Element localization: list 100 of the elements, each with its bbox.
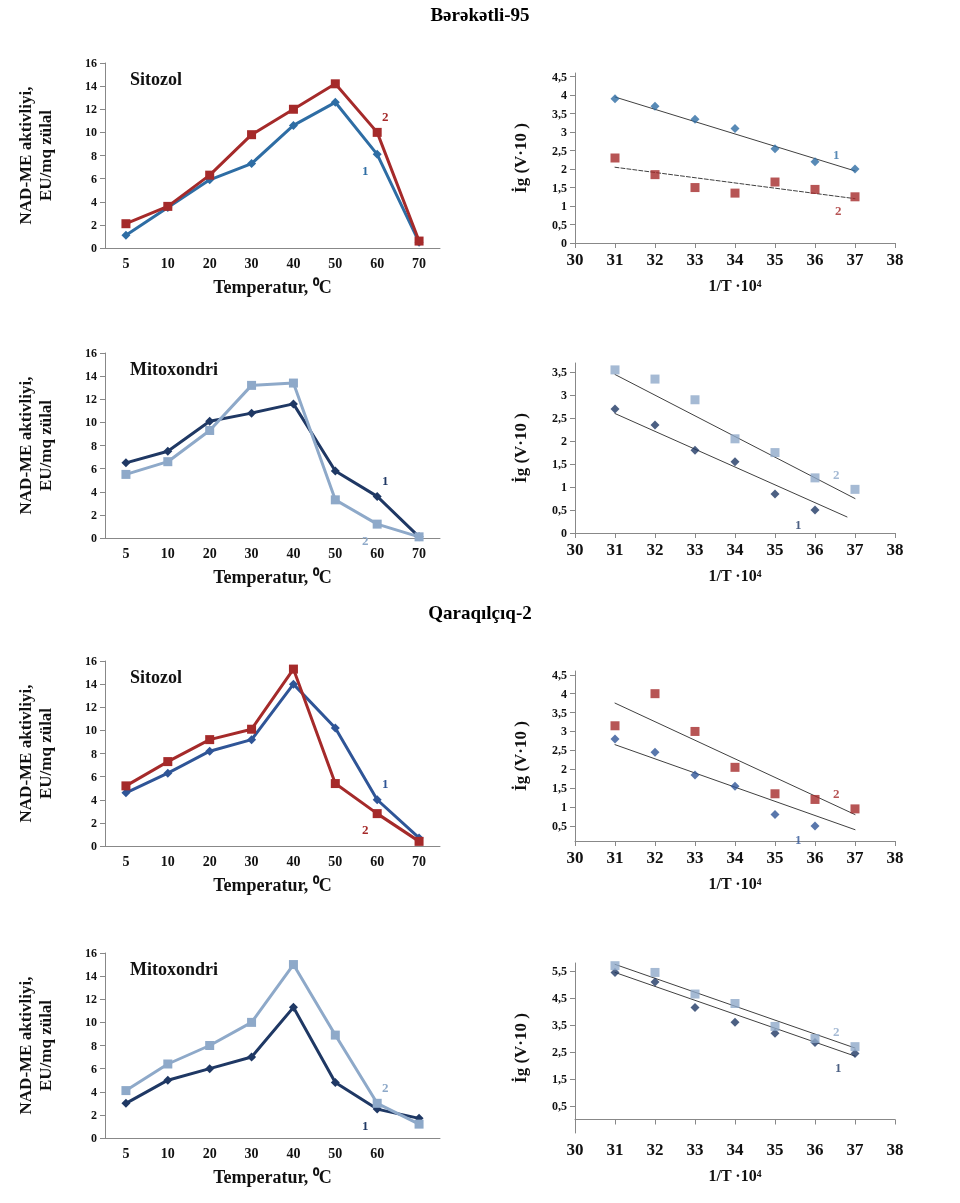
chart-subtitle: Sitozol (130, 69, 182, 89)
y-tick-label: 6 (91, 1061, 97, 1076)
y-tick-label: 4 (561, 686, 567, 701)
y-tick-label: 10 (85, 1015, 97, 1030)
x-tick-label: 38 (886, 250, 904, 269)
series-label: 2 (381, 108, 389, 124)
y-tick-label: 3,5 (552, 106, 567, 121)
y-tick-label: 10 (85, 415, 97, 430)
x-tick-label: 40 (286, 255, 301, 271)
x-tick-label: 34 (726, 848, 744, 867)
chart-subtitle: Sitozol (130, 667, 182, 687)
y-tick-label: 3,5 (552, 705, 567, 720)
series-label: 2 (833, 1024, 840, 1040)
y-tick-label: 0 (91, 1131, 97, 1145)
y-tick-label: 4 (561, 88, 567, 103)
y-tick-label: 6 (91, 769, 97, 784)
x-tick-label: 30 (566, 540, 584, 559)
x-tick-label: 10 (160, 1145, 175, 1161)
y-tick-label: 4 (91, 1084, 97, 1099)
x-tick-label: 35 (766, 848, 784, 867)
x-tick-label: 38 (886, 848, 904, 867)
x-tick-label: 5 (122, 255, 130, 271)
y-tick-label: 16 (85, 56, 97, 70)
x-tick-label: 32 (646, 848, 664, 867)
y-tick-label: 0 (91, 531, 97, 545)
x-tick-label: 30 (566, 848, 584, 867)
series-label: 2 (833, 466, 840, 482)
x-tick-label: 37 (846, 250, 864, 269)
y-axis-title: İg (V·10 ) (510, 1013, 530, 1083)
x-tick-label: 50 (328, 255, 343, 271)
y-tick-label: 2,5 (552, 143, 567, 158)
y-tick-label: 14 (85, 369, 97, 384)
y-tick-label: 0 (561, 236, 567, 250)
y-tick-label: 12 (85, 992, 97, 1007)
x-tick-label: 35 (766, 1140, 784, 1159)
series-label: 1 (381, 472, 389, 488)
y-tick-label: 8 (91, 1038, 97, 1053)
y-tick-label: 0 (561, 526, 567, 540)
y-tick-label: 14 (85, 969, 97, 984)
y-tick-label: 4 (91, 792, 97, 807)
y-tick-label: 0 (91, 839, 97, 853)
y-tick-label: 2 (561, 434, 567, 449)
series-label: 2 (361, 822, 369, 838)
y-tick-label: 16 (85, 346, 97, 360)
x-axis-title: Temperatur, ⁰C (213, 567, 332, 587)
x-tick-label: 70 (412, 545, 427, 561)
x-tick-label: 38 (886, 540, 904, 559)
y-tick-label: 1,5 (552, 180, 567, 195)
y-tick-label: 2,5 (552, 1045, 567, 1060)
y-axis-title: NAD-ME aktivliyi, EU/mq zülal (15, 376, 55, 515)
y-tick-label: 8 (91, 438, 97, 453)
chart-subtitle: Mitoxondri (130, 359, 218, 379)
x-tick-label: 33 (686, 1140, 704, 1159)
x-tick-label: 32 (646, 250, 664, 269)
y-tick-label: 5,5 (552, 964, 567, 979)
x-tick-label: 31 (606, 250, 624, 269)
y-tick-label: 2 (91, 1107, 97, 1122)
y-tick-label: 1 (561, 480, 567, 495)
y-tick-label: 4,5 (552, 69, 567, 84)
x-tick-label: 30 (244, 1145, 259, 1161)
y-tick-label: 16 (85, 946, 97, 960)
series-label: 1 (361, 162, 369, 178)
series-label: 1 (835, 1059, 842, 1075)
x-tick-label: 40 (286, 545, 301, 561)
x-tick-label: 34 (726, 250, 744, 269)
y-tick-label: 1,5 (552, 1072, 567, 1087)
x-tick-label: 34 (726, 540, 744, 559)
x-tick-label: 70 (412, 853, 427, 869)
y-tick-label: 0,5 (552, 503, 567, 518)
y-tick-label: 6 (91, 171, 97, 186)
x-tick-label: 35 (766, 250, 784, 269)
y-tick-label: 2 (91, 217, 97, 232)
x-tick-label: 36 (806, 848, 824, 867)
y-tick-label: 3,5 (552, 365, 567, 380)
x-tick-label: 60 (370, 1145, 385, 1161)
x-tick-label: 20 (202, 1145, 217, 1161)
x-tick-label: 31 (606, 540, 624, 559)
x-tick-label: 40 (286, 1145, 301, 1161)
x-tick-label: 30 (566, 1140, 584, 1159)
x-tick-label: 70 (412, 255, 427, 271)
y-tick-label: 1 (561, 199, 567, 214)
x-tick-label: 34 (726, 1140, 744, 1159)
y-tick-label: 2 (91, 815, 97, 830)
x-tick-label: 33 (686, 540, 704, 559)
x-tick-label: 50 (328, 545, 343, 561)
x-axis-title: Temperatur, ⁰C (213, 875, 332, 895)
y-tick-label: 8 (91, 148, 97, 163)
x-tick-label: 5 (122, 1145, 130, 1161)
y-tick-label: 2 (561, 162, 567, 177)
y-tick-label: 4,5 (552, 667, 567, 682)
y-tick-label: 0,5 (552, 217, 567, 232)
y-tick-label: 4 (91, 194, 97, 209)
series-label: 2 (381, 1079, 389, 1095)
x-tick-label: 37 (846, 848, 864, 867)
text: Bərəkətli-95 (430, 4, 530, 26)
y-tick-label: 12 (85, 392, 97, 407)
y-tick-label: 1 (561, 800, 567, 814)
y-tick-label: 2,5 (552, 411, 567, 426)
x-tick-label: 60 (370, 853, 385, 869)
series-label: 1 (795, 832, 802, 848)
